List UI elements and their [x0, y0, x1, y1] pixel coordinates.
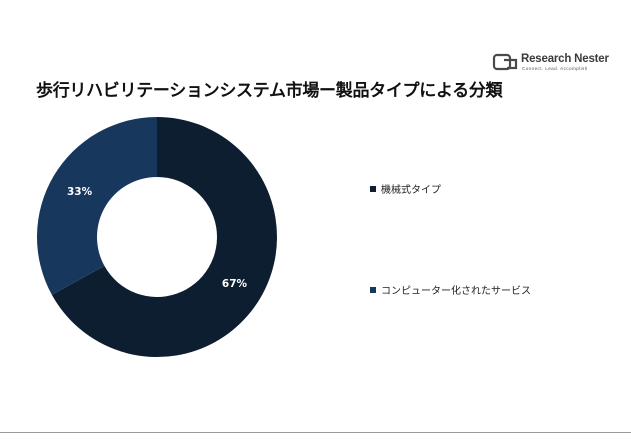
logo-mark-icon [492, 53, 518, 71]
donut-slice-computerized [36, 117, 157, 295]
legend-label-computerized: コンピューター化されたサービス [381, 286, 531, 297]
legend-item-mechanical: 機械式タイプ [370, 181, 441, 196]
legend-label-mechanical: 機械式タイプ [381, 185, 441, 196]
bottom-divider [0, 432, 631, 433]
legend-swatch-computerized [370, 286, 376, 293]
chart-title: 歩行リハビリテーションシステム市場ー製品タイプによる分類 [36, 81, 503, 101]
legend-item-computerized: コンピューター化されたサービス [370, 282, 531, 297]
legend-swatch-mechanical [370, 185, 376, 192]
logo-tagline: Connect. Lead. Accomplish [522, 66, 588, 71]
data-label-mechanical: 67% [222, 278, 248, 290]
data-label-computerized: 33% [67, 186, 93, 198]
logo-name: Research Nester [521, 53, 609, 65]
research-nester-logo: Research Nester Connect. Lead. Accomplis… [492, 52, 609, 74]
donut-slice-mechanical [51, 117, 277, 358]
